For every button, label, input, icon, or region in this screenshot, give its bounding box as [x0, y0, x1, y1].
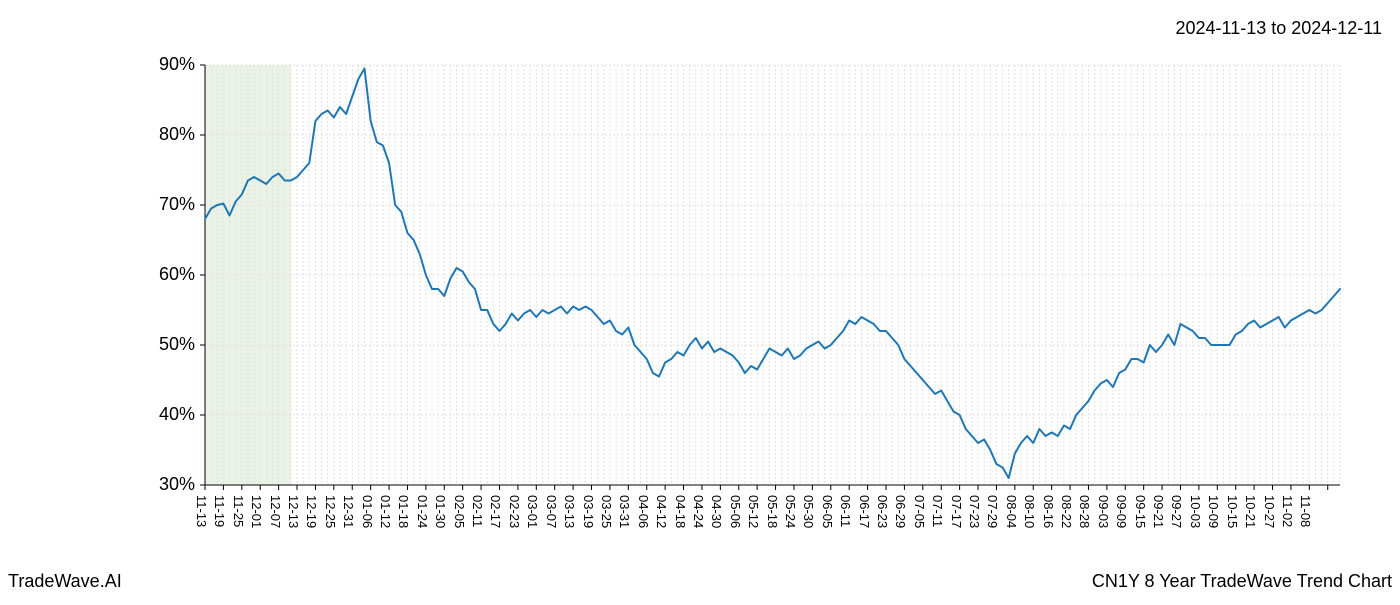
x-tick-label: 07-05: [912, 495, 927, 528]
x-tick-label: 05-06: [728, 495, 743, 528]
x-tick-label: 11-13: [194, 495, 209, 527]
x-tick-label: 09-27: [1169, 495, 1184, 528]
x-tick-label: 04-30: [709, 495, 724, 528]
x-tick-label: 04-12: [654, 495, 669, 528]
x-tick-label: 09-21: [1151, 495, 1166, 528]
y-tick-label: 40%: [145, 404, 195, 425]
x-tick-label: 09-15: [1133, 495, 1148, 528]
x-tick-label: 02-05: [452, 495, 467, 528]
x-tick-label: 11-19: [212, 495, 227, 527]
x-tick-label: 03-31: [617, 495, 632, 528]
x-tick-label: 08-04: [1004, 495, 1019, 528]
x-tick-label: 03-25: [599, 495, 614, 528]
x-tick-label: 08-10: [1022, 495, 1037, 528]
x-tick-label: 01-12: [378, 495, 393, 528]
date-range-label: 2024-11-13 to 2024-12-11: [1176, 18, 1383, 39]
x-tick-label: 06-23: [875, 495, 890, 528]
y-tick-label: 70%: [145, 194, 195, 215]
x-tick-label: 02-17: [488, 495, 503, 528]
x-tick-label: 06-29: [893, 495, 908, 528]
footer-chart-title: CN1Y 8 Year TradeWave Trend Chart: [1092, 571, 1392, 592]
x-tick-label: 03-13: [562, 495, 577, 528]
x-tick-label: 02-23: [507, 495, 522, 528]
x-tick-label: 12-01: [249, 495, 264, 528]
x-tick-label: 04-06: [636, 495, 651, 528]
x-tick-label: 12-31: [341, 495, 356, 528]
x-tick-label: 07-23: [967, 495, 982, 528]
x-tick-label: 11-25: [231, 495, 246, 527]
x-tick-label: 01-18: [396, 495, 411, 528]
x-tick-label: 02-11: [470, 495, 485, 527]
x-tick-label: 12-25: [323, 495, 338, 528]
x-tick-label: 03-01: [525, 495, 540, 528]
x-tick-label: 05-30: [801, 495, 816, 528]
x-tick-label: 09-03: [1096, 495, 1111, 528]
x-tick-label: 12-13: [286, 495, 301, 528]
x-tick-label: 06-05: [820, 495, 835, 528]
x-tick-label: 12-19: [304, 495, 319, 528]
x-tick-label: 08-22: [1059, 495, 1074, 528]
x-tick-label: 05-12: [746, 495, 761, 528]
x-tick-label: 08-28: [1077, 495, 1092, 528]
x-tick-label: 09-09: [1114, 495, 1129, 528]
x-tick-label: 03-19: [581, 495, 596, 528]
x-tick-label: 01-06: [360, 495, 375, 528]
x-tick-label: 01-30: [433, 495, 448, 528]
x-tick-label: 04-18: [673, 495, 688, 528]
footer-brand: TradeWave.AI: [8, 571, 122, 592]
y-tick-label: 90%: [145, 54, 195, 75]
x-tick-label: 01-24: [415, 495, 430, 528]
x-tick-label: 07-29: [985, 495, 1000, 528]
x-tick-label: 08-16: [1041, 495, 1056, 528]
y-tick-label: 60%: [145, 264, 195, 285]
x-tick-label: 05-24: [783, 495, 798, 528]
trend-chart-container: 2024-11-13 to 2024-12-11 30% 40% 50% 60% 70%…: [0, 0, 1400, 600]
x-tick-label: 10-15: [1225, 495, 1240, 528]
y-tick-label: 50%: [145, 334, 195, 355]
x-tick-label: 05-18: [765, 495, 780, 528]
x-tick-label: 06-11: [838, 495, 853, 527]
x-tick-label: 10-27: [1262, 495, 1277, 528]
x-tick-label: 06-17: [857, 495, 872, 528]
y-tick-label: 80%: [145, 124, 195, 145]
x-tick-label: 10-21: [1243, 495, 1258, 528]
x-tick-label: 07-11: [930, 495, 945, 527]
x-tick-label: 10-03: [1188, 495, 1203, 528]
x-tick-label: 10-09: [1206, 495, 1221, 528]
y-tick-label: 30%: [145, 474, 195, 495]
x-tick-label: 07-17: [949, 495, 964, 528]
x-tick-label: 12-07: [268, 495, 283, 528]
x-tick-label: 03-07: [544, 495, 559, 528]
x-tick-label: 11-08: [1298, 495, 1313, 527]
x-tick-label: 04-24: [691, 495, 706, 528]
x-tick-label: 11-02: [1280, 495, 1295, 527]
